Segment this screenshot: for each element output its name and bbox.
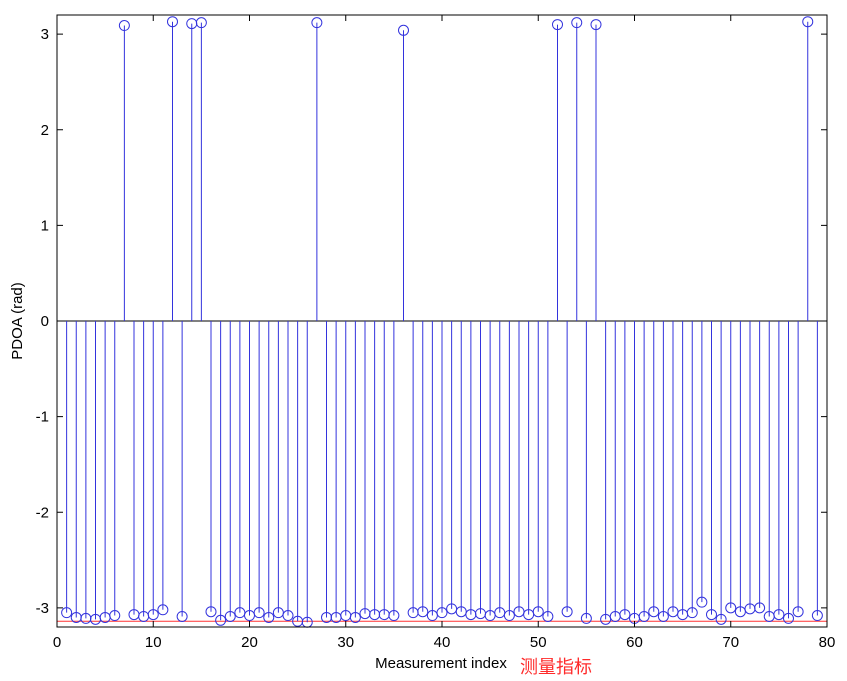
chart-annotation: 测量指标 xyxy=(520,657,592,678)
stem-marker xyxy=(552,19,563,31)
stem-marker xyxy=(706,609,717,621)
x-tick-label: 80 xyxy=(819,634,836,651)
x-tick-label: 50 xyxy=(530,634,547,651)
stem-marker xyxy=(61,607,73,619)
stem-marker xyxy=(715,613,727,625)
stem-marker xyxy=(176,610,188,622)
stem-marker xyxy=(503,610,515,622)
stem-marker xyxy=(109,610,121,622)
stem-series xyxy=(57,16,827,628)
y-tick-label: 2 xyxy=(41,122,49,139)
x-tick-label: 60 xyxy=(626,634,643,651)
stem-marker xyxy=(802,16,814,28)
stem-marker xyxy=(590,19,602,31)
stem-marker xyxy=(792,606,804,618)
stem-marker xyxy=(388,610,400,622)
stem-marker xyxy=(638,610,650,622)
stem-marker xyxy=(783,612,794,624)
x-tick-label: 40 xyxy=(434,634,451,651)
y-tick-label: -3 xyxy=(36,600,49,617)
stem-marker xyxy=(696,596,708,608)
stem-marker xyxy=(118,20,130,32)
stem-marker xyxy=(195,17,207,29)
y-tick-label: 3 xyxy=(41,26,49,43)
stem-marker xyxy=(657,610,669,622)
x-tick-label: 0 xyxy=(53,634,61,651)
stem-marker xyxy=(215,614,227,626)
stem-marker xyxy=(648,606,660,618)
stem-marker xyxy=(167,16,178,28)
stem-marker xyxy=(811,610,823,622)
stem-marker xyxy=(754,602,766,614)
stem-marker xyxy=(282,610,294,622)
stem-marker xyxy=(542,610,554,622)
x-tick-label: 10 xyxy=(145,634,162,651)
stem-marker xyxy=(253,607,265,619)
stem-marker xyxy=(398,24,409,36)
stem-marker xyxy=(417,606,429,618)
stem-marker xyxy=(619,609,631,621)
stem-marker xyxy=(147,609,159,621)
stem-marker xyxy=(686,607,698,619)
stem-marker xyxy=(773,609,785,621)
y-axis-label: PDOA (rad) xyxy=(9,282,26,360)
stem-marker xyxy=(571,17,583,29)
x-tick-label: 30 xyxy=(337,634,354,651)
stem-marker xyxy=(580,612,592,624)
x-tick-label: 20 xyxy=(241,634,258,651)
stem-marker xyxy=(725,602,737,614)
stem-marker xyxy=(157,604,169,616)
stem-marker xyxy=(436,607,448,619)
stem-marker xyxy=(205,606,217,618)
stem-marker xyxy=(224,610,236,622)
stem-marker xyxy=(349,611,361,623)
axis-ticks: 0 10 20 30 40 50 60 70 80 -3 -2 -1 0 1 2 3 xyxy=(36,15,836,651)
stem-marker xyxy=(263,611,275,623)
y-tick-label: -1 xyxy=(36,409,49,426)
y-tick-label: 1 xyxy=(41,217,49,234)
y-tick-label: 0 xyxy=(41,313,49,330)
stem-marker xyxy=(532,606,544,618)
x-axis-label: Measurement index xyxy=(375,655,507,672)
x-tick-label: 70 xyxy=(722,634,739,651)
stem-marker xyxy=(561,606,573,618)
stem-marker xyxy=(311,17,323,29)
y-tick-label: -2 xyxy=(36,504,49,521)
